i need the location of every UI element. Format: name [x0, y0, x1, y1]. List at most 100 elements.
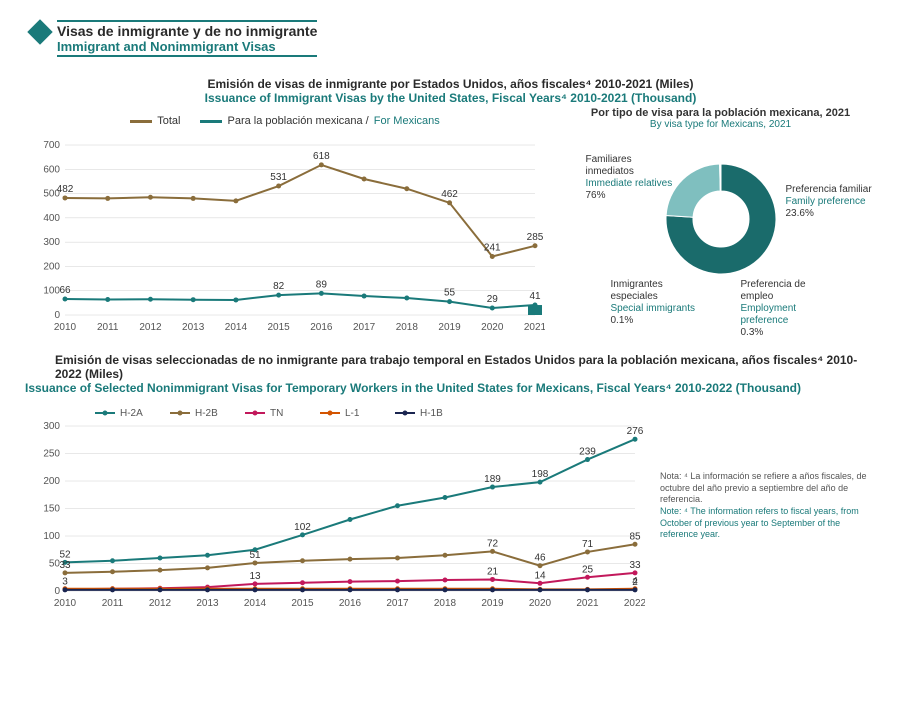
svg-text:0: 0 [54, 586, 60, 597]
header-title-box: Visas de inmigrante y de no inmigrante I… [57, 20, 317, 57]
chart2-title-es: Emisión de visas seleccionadas de no inm… [25, 353, 876, 381]
chart2-container: H-2AH-2BTNL-1H-1B05010015020025030020102… [25, 401, 645, 611]
svg-text:482: 482 [57, 184, 74, 195]
svg-text:2014: 2014 [244, 598, 267, 609]
svg-text:2018: 2018 [396, 322, 419, 333]
svg-text:300: 300 [43, 421, 60, 432]
svg-text:H-2B: H-2B [195, 408, 218, 419]
legend-mex-en: For Mexicans [374, 115, 440, 127]
svg-text:0: 0 [54, 310, 60, 321]
note-en: Note: ⁴ The information refers to fiscal… [660, 506, 876, 541]
svg-text:198: 198 [532, 469, 549, 480]
donut-label: Inmigrantes especialesSpecial immigrants… [611, 279, 706, 327]
svg-text:2015: 2015 [268, 322, 291, 333]
svg-text:2021: 2021 [576, 598, 599, 609]
svg-text:2019: 2019 [481, 598, 504, 609]
svg-text:3: 3 [62, 576, 68, 587]
legend-total: Total [130, 115, 180, 127]
svg-text:2022: 2022 [624, 598, 645, 609]
svg-text:33: 33 [629, 560, 641, 571]
svg-text:241: 241 [484, 242, 501, 253]
svg-text:600: 600 [43, 164, 60, 175]
svg-text:2013: 2013 [182, 322, 205, 333]
note-es: Nota: ⁴ La información se refiere a años… [660, 471, 876, 506]
svg-text:L-1: L-1 [345, 408, 360, 419]
svg-text:82: 82 [273, 281, 285, 292]
svg-text:250: 250 [43, 449, 60, 460]
svg-text:14: 14 [534, 570, 546, 581]
svg-text:72: 72 [487, 538, 499, 549]
svg-text:531: 531 [270, 172, 287, 183]
chart2-title-en: Issuance of Selected Nonimmigrant Visas … [25, 381, 876, 395]
svg-text:55: 55 [444, 288, 456, 299]
svg-text:2: 2 [632, 577, 638, 588]
svg-text:TN: TN [270, 408, 283, 419]
donut-label: Familiares inmediatosImmediate relatives… [586, 154, 681, 202]
svg-text:33: 33 [59, 560, 71, 571]
svg-text:2010: 2010 [54, 598, 77, 609]
svg-text:2011: 2011 [97, 322, 119, 333]
donut-label: Preferencia familiarFamily preference23.… [786, 184, 881, 220]
svg-text:2017: 2017 [353, 322, 376, 333]
header-title-en: Immigrant and Nonimmigrant Visas [57, 39, 317, 54]
svg-text:21: 21 [487, 566, 499, 577]
svg-text:2016: 2016 [310, 322, 333, 333]
svg-text:300: 300 [43, 237, 60, 248]
svg-text:276: 276 [627, 426, 644, 437]
svg-text:2012: 2012 [149, 598, 172, 609]
section2: Emisión de visas seleccionadas de no inm… [25, 353, 876, 611]
svg-text:2014: 2014 [225, 322, 248, 333]
chart1-title-es: Emisión de visas de inmigrante por Estad… [25, 77, 876, 91]
svg-text:2013: 2013 [196, 598, 219, 609]
svg-text:189: 189 [484, 474, 501, 485]
svg-text:102: 102 [294, 522, 311, 533]
chart2-title: Emisión de visas seleccionadas de no inm… [25, 353, 876, 395]
svg-text:H-2A: H-2A [120, 408, 143, 419]
svg-text:200: 200 [43, 261, 60, 272]
svg-text:25: 25 [582, 564, 594, 575]
svg-text:2020: 2020 [529, 598, 552, 609]
svg-text:66: 66 [59, 285, 71, 296]
donut-container: Por tipo de visa para la población mexic… [565, 107, 876, 335]
svg-text:700: 700 [43, 140, 60, 151]
chart1-title-en: Issuance of Immigrant Visas by the Unite… [25, 91, 876, 105]
svg-text:150: 150 [43, 504, 60, 515]
svg-text:618: 618 [313, 151, 330, 162]
svg-text:2011: 2011 [102, 598, 124, 609]
svg-text:285: 285 [527, 232, 544, 243]
chart1-legend: Total Para la población mexicana / For M… [25, 115, 545, 127]
svg-text:89: 89 [316, 279, 328, 290]
svg-text:46: 46 [534, 553, 546, 564]
note-box: Nota: ⁴ La información se refiere a años… [660, 401, 876, 611]
chart1-svg: 0100200300400500600700201020112012201320… [25, 135, 545, 335]
svg-text:71: 71 [582, 539, 594, 550]
svg-text:200: 200 [43, 476, 60, 487]
header-diamond-icon [27, 19, 52, 44]
legend-mex: Para la población mexicana / For Mexican… [200, 115, 439, 127]
svg-text:400: 400 [43, 213, 60, 224]
svg-text:41: 41 [529, 291, 541, 302]
legend-swatch-total [130, 120, 152, 123]
svg-text:2012: 2012 [139, 322, 162, 333]
svg-text:52: 52 [59, 549, 71, 560]
legend-swatch-mex [200, 120, 222, 123]
svg-text:51: 51 [249, 550, 261, 561]
page-header: Visas de inmigrante y de no inmigrante I… [25, 20, 876, 57]
svg-text:462: 462 [441, 189, 458, 200]
legend-mex-es: Para la población mexicana / [227, 115, 368, 127]
svg-text:85: 85 [629, 531, 641, 542]
svg-text:H-1B: H-1B [420, 408, 443, 419]
donut-title-es: Por tipo de visa para la población mexic… [565, 107, 876, 119]
donut-title: Por tipo de visa para la población mexic… [565, 107, 876, 130]
svg-text:239: 239 [579, 447, 596, 458]
svg-text:2021: 2021 [524, 322, 545, 333]
donut-label: Preferencia de empleoEmployment preferen… [741, 279, 836, 339]
chart2-svg: H-2AH-2BTNL-1H-1B05010015020025030020102… [25, 401, 645, 611]
svg-text:2018: 2018 [434, 598, 457, 609]
svg-text:29: 29 [487, 294, 499, 305]
legend-total-label: Total [157, 115, 180, 127]
svg-text:13: 13 [249, 571, 261, 582]
svg-text:2016: 2016 [339, 598, 362, 609]
donut-title-en: By visa type for Mexicans, 2021 [565, 119, 876, 130]
svg-text:100: 100 [43, 286, 60, 297]
